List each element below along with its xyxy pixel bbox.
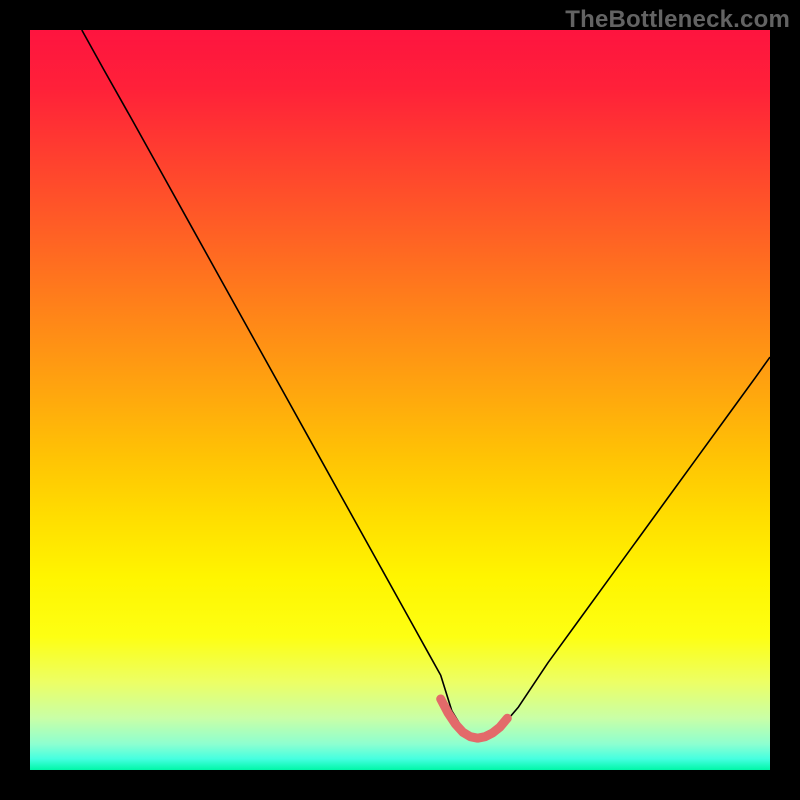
plot-area-gradient xyxy=(30,30,770,770)
chart-container: TheBottleneck.com xyxy=(0,0,800,800)
bottleneck-curve-chart xyxy=(0,0,800,800)
watermark-text: TheBottleneck.com xyxy=(565,6,790,34)
